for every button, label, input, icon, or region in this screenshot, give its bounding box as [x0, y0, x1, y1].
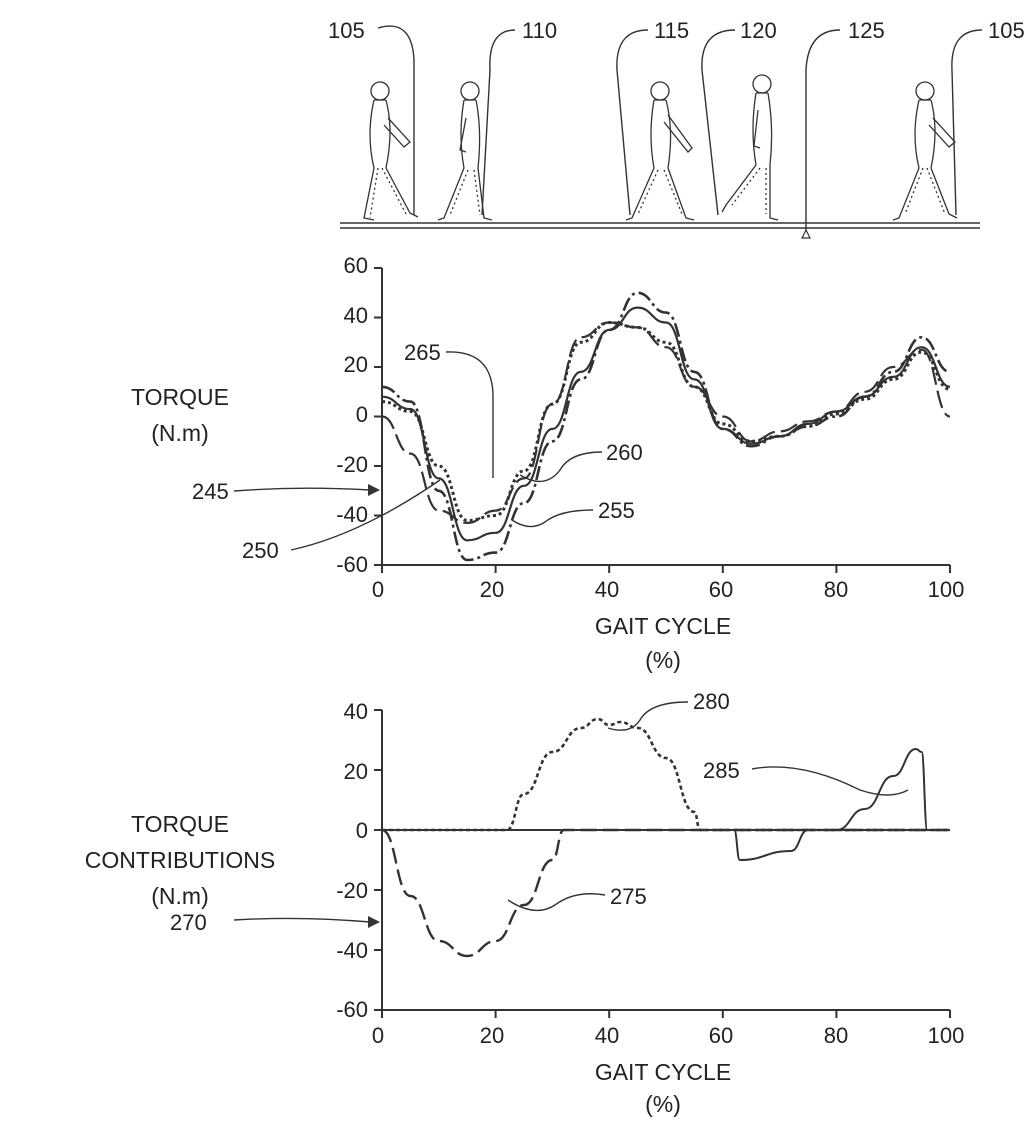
torque-ytick-label: 0	[356, 402, 368, 427]
contrib-ytick-label: 20	[344, 759, 368, 784]
torque-xtick-label: 20	[480, 577, 504, 602]
contrib-xtick-label: 100	[928, 1023, 965, 1048]
callout-label: 275	[610, 884, 647, 909]
phase-leader-2	[481, 29, 516, 216]
torque-ytick-label: 60	[344, 253, 368, 278]
phase-leader-4	[701, 29, 736, 216]
callout-leader	[607, 701, 689, 731]
contrib-ytick-label: 40	[344, 699, 368, 724]
contrib-ytick-label: -60	[336, 997, 368, 1022]
ground-marker-icon	[801, 228, 811, 239]
phase-marker-label: 120	[740, 18, 777, 43]
contrib-xlabel-line-2: (%)	[645, 1091, 681, 1117]
phase-marker-label: 105	[988, 18, 1025, 43]
phase-leader-3	[616, 29, 649, 216]
torque-ylabel-line-2: (N.m)	[151, 420, 208, 446]
torque-axes	[374, 267, 951, 573]
torque-ytick-label: 20	[344, 352, 368, 377]
contrib-ytick-label: -20	[336, 878, 368, 903]
callout-leader	[751, 766, 909, 796]
contrib-xtick-label: 20	[480, 1023, 504, 1048]
series-line	[382, 828, 950, 862]
callout-leader	[445, 351, 494, 478]
torque-xtick-label: 0	[372, 577, 384, 602]
series-line	[381, 291, 951, 562]
series-line	[381, 320, 951, 523]
torque-xtick-label: 60	[709, 577, 733, 602]
callout-label: 260	[606, 440, 643, 465]
contrib-ytick-label: 0	[356, 818, 368, 843]
phase-marker-label: 105	[328, 18, 365, 43]
series-line	[381, 828, 950, 958]
torque-xtick-label: 100	[928, 577, 965, 602]
torque-ytick-label: -40	[336, 502, 368, 527]
walker-figure-5	[892, 81, 958, 221]
walker-figure-1	[363, 81, 419, 221]
torque-ytick-label: -60	[336, 552, 368, 577]
callout-leader	[519, 451, 603, 483]
arrowhead-icon	[368, 484, 380, 496]
callout-label: 255	[598, 498, 635, 523]
callout-label: 280	[693, 689, 730, 714]
callout-label: 285	[703, 758, 740, 783]
contrib-xtick-label: 60	[709, 1023, 733, 1048]
walker-figure-4	[721, 74, 779, 221]
contrib-xtick-label: 40	[595, 1023, 619, 1048]
callout-label: 265	[404, 340, 441, 365]
phase-marker-label: 125	[848, 18, 885, 43]
callout-label: 250	[242, 538, 279, 563]
torque-series-lines	[381, 291, 951, 562]
torque-ytick-label: 40	[344, 303, 368, 328]
torque-xtick-label: 80	[824, 577, 848, 602]
callout-leader	[507, 893, 606, 912]
phase-leader-5	[805, 29, 841, 230]
callout-leader	[233, 917, 371, 923]
contrib-xlabel-line-1: GAIT CYCLE	[595, 1059, 731, 1085]
series-line	[382, 717, 950, 832]
torque-ytick-label: -20	[336, 452, 368, 477]
arrowhead-icon	[368, 916, 380, 928]
torque-xlabel-line-2: (%)	[645, 647, 681, 673]
contrib-ylabel-line-3: (N.m)	[151, 883, 208, 909]
torque-chart: TORQUE (N.m) 60 40 20 0 -20 -40 -60 0 20…	[131, 253, 964, 673]
contrib-ylabel-line-1: TORQUE	[131, 811, 229, 837]
torque-ylabel-line-1: TORQUE	[131, 384, 229, 410]
phase-marker-label: 115	[654, 18, 689, 43]
series-line	[382, 747, 950, 832]
contrib-axes	[374, 709, 951, 1018]
callout-leader	[290, 479, 441, 551]
callout-label: 245	[192, 479, 229, 504]
walker-figure-3	[625, 81, 695, 221]
gait-illustration: 105 110 115 120 125 105	[328, 18, 1025, 239]
callout-leader	[233, 487, 371, 492]
contrib-ytick-label: -40	[336, 938, 368, 963]
series-line	[381, 306, 951, 542]
torque-xtick-label: 40	[595, 577, 619, 602]
contrib-series-lines	[381, 717, 950, 958]
contrib-xtick-label: 80	[824, 1023, 848, 1048]
series-line	[381, 321, 951, 525]
torque-contributions-chart: TORQUE CONTRIBUTIONS (N.m) 40 20 0 -20 -…	[85, 689, 965, 1117]
phase-marker-label: 110	[522, 18, 557, 43]
contrib-xtick-label: 0	[372, 1023, 384, 1048]
torque-xlabel-line-1: GAIT CYCLE	[595, 613, 731, 639]
callout-label: 270	[170, 910, 207, 935]
callout-leader	[511, 509, 594, 528]
phase-leader-1	[377, 25, 415, 215]
walker-figure-2	[437, 81, 493, 221]
contrib-ylabel-line-2: CONTRIBUTIONS	[85, 847, 275, 873]
phase-leader-6	[951, 29, 983, 216]
